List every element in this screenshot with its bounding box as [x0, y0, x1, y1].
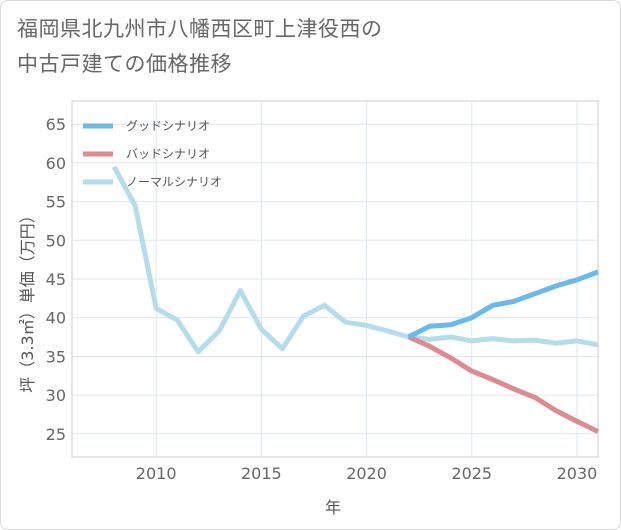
x-tick-label: 2030 — [557, 464, 598, 483]
series-line-0 — [407, 269, 599, 340]
tick-labels: 25 30 35 40 45 50 55 60 65 2010 2015 2020 2025 2030 — [46, 115, 598, 483]
chart-title: 福岡県北九州市八幡西区町上津役西の 中古戸建ての価格推移 — [17, 12, 383, 82]
y-tick-label: 40 — [46, 309, 66, 328]
legend-label-1: バッドシナリオ — [126, 147, 210, 161]
series-line-2 — [111, 165, 599, 355]
chart-title-line-2: 中古戸建ての価格推移 — [17, 52, 232, 76]
legend-label-2: ノーマルシナリオ — [126, 175, 222, 189]
chart-title-line-1: 福岡県北九州市八幡西区町上津役西の — [17, 17, 383, 41]
series-lines — [111, 165, 600, 434]
y-tick-label: 35 — [46, 347, 66, 366]
y-tick-label: 25 — [46, 425, 66, 444]
y-axis-label: 坪（3.3㎡）単価（万円） — [18, 207, 37, 392]
y-tick-label: 65 — [46, 115, 66, 134]
x-axis-label: 年 — [325, 498, 341, 517]
x-tick-label: 2025 — [451, 464, 492, 483]
y-tick-label: 45 — [46, 270, 66, 289]
x-tick-label: 2015 — [241, 464, 282, 483]
series-line-1 — [407, 334, 600, 434]
grid-lines — [72, 101, 598, 457]
x-tick-label: 2020 — [346, 464, 387, 483]
x-tick-label: 2010 — [136, 464, 177, 483]
legend-label-0: グッドシナリオ — [126, 119, 210, 133]
y-tick-label: 60 — [46, 154, 66, 173]
y-tick-label: 50 — [46, 231, 66, 250]
y-tick-label: 55 — [46, 193, 66, 212]
y-tick-label: 30 — [46, 386, 66, 405]
